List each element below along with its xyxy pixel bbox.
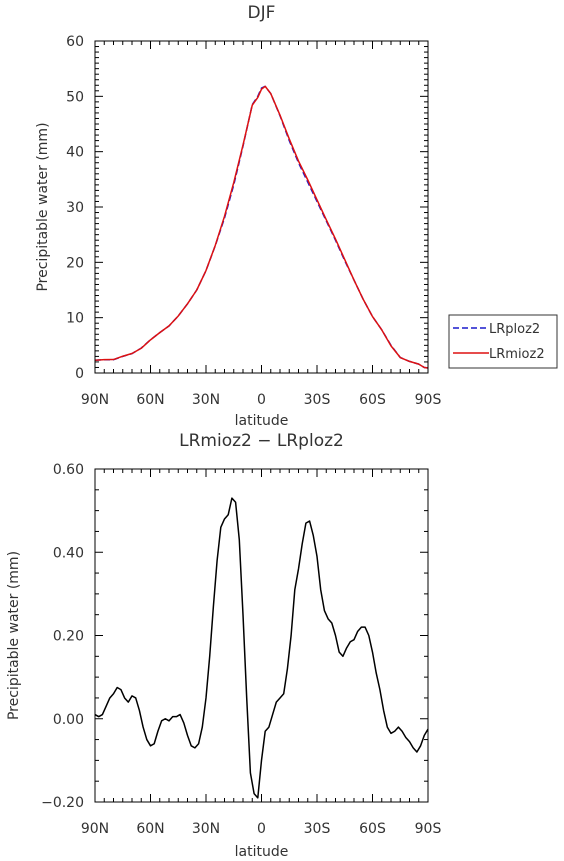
y-tick-label: 0.40 [53,545,84,561]
legend-label-LRmioz2: LRmioz2 [489,347,545,362]
x-tick-label: 30N [192,821,220,837]
bottom-chart-y-axis-label: Precipitable water (mm) [6,551,22,720]
x-tick-label: 30N [192,392,220,408]
bottom-chart-panel: LRmioz2 − LRploz2 latitude Precipitable … [6,431,441,860]
x-tick-label: 30S [304,392,331,408]
x-tick-label: 90S [415,821,442,837]
x-tick-label: 90S [415,392,442,408]
x-tick-label: 0 [257,392,266,408]
top-chart-x-axis-label: latitude [235,413,289,429]
y-tick-label: 50 [66,89,84,105]
y-tick-label: 0.20 [53,629,84,645]
series-line-difference [94,497,429,799]
x-tick-label: 60S [359,821,386,837]
y-tick-label: 60 [66,34,84,50]
x-tick-label: 60N [136,821,164,837]
y-tick-label: 10 [66,311,84,327]
top-chart-axes: 0 10 20 30 40 50 60 90N 60N 30N 0 30S 60S 90S [66,34,441,408]
y-tick-label: −0.20 [41,795,84,811]
bottom-chart-axes: −0.20 0.00 0.20 0.40 0.60 90N 60N 30N 0 30S 60S 90S [41,462,441,837]
legend-label-LRploz2: LRploz2 [489,322,540,337]
bottom-chart-series [94,497,429,799]
x-tick-label: 60S [359,392,386,408]
y-tick-label: 0.60 [53,462,84,478]
y-tick-label: 40 [66,145,84,161]
x-tick-label: 30S [304,821,331,837]
top-chart-title: DJF [248,3,276,23]
x-tick-label: 90N [81,821,109,837]
y-tick-label: 20 [66,255,84,271]
y-tick-label: 30 [66,200,84,216]
x-tick-label: 60N [136,392,164,408]
top-chart-plot-frame [94,40,429,374]
legend: LRploz2 LRmioz2 [448,314,558,369]
top-chart-y-axis-label: Precipitable water (mm) [35,122,51,291]
bottom-chart-title: LRmioz2 − LRploz2 [179,431,344,451]
series-line-lrmioz2 [94,85,429,369]
legend-box [448,314,558,369]
top-chart-series [94,85,429,369]
x-tick-label: 90N [81,392,109,408]
bottom-chart-plot-frame [94,468,429,803]
bottom-chart-x-axis-label: latitude [235,844,289,860]
top-chart-panel: DJF latitude Precipitable water (mm) 0 10… [35,3,441,429]
x-tick-label: 0 [257,821,266,837]
y-tick-label: 0.00 [53,712,84,728]
y-tick-label: 0 [75,366,84,382]
